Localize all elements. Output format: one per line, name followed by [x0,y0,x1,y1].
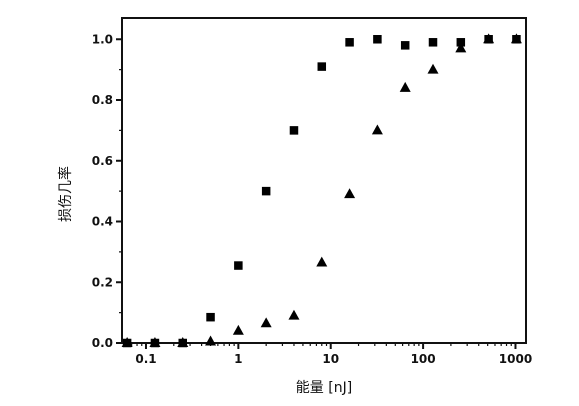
series-square [122,35,521,348]
square-marker [261,186,271,196]
x-axis: 0.1 1 10 100 1000 [124,343,532,366]
square-marker [317,62,327,71]
series-triangle [121,33,522,347]
triangle-marker [483,33,495,44]
y-tick-label: 0.6 [92,154,113,168]
x-tick-label: 1 [234,352,242,366]
triangle-marker [510,33,522,44]
plot-frame [121,17,527,344]
x-tick-label: 1000 [499,352,532,366]
triangle-marker [232,324,244,335]
triangle-marker [121,337,133,347]
triangle-marker [399,81,411,92]
square-marker [345,38,354,47]
triangle-marker [371,124,383,135]
x-tick-label: 100 [411,352,436,366]
triangle-marker [205,335,217,346]
square-marker [428,38,438,47]
y-axis: 0.0 0.2 0.4 0.6 0.8 1.0 [92,32,122,350]
square-marker [206,312,215,322]
triangle-marker [177,337,189,347]
triangle-marker [316,256,328,267]
x-tick-label: 10 [322,352,339,366]
y-tick-label: 0.2 [92,275,113,289]
square-marker [289,126,299,135]
triangle-marker [149,337,161,347]
triangle-marker [260,317,272,328]
triangle-marker [427,63,439,74]
square-marker [456,38,466,47]
square-marker [234,261,243,270]
data-points [121,33,522,348]
triangle-marker [288,309,300,320]
x-tick-label: 0.1 [135,352,156,366]
y-axis-title: 损伤几率 [57,166,74,222]
triangle-marker [344,188,356,199]
square-marker [400,41,410,50]
x-axis-title: 能量 [nJ] [296,380,352,396]
y-tick-label: 1.0 [92,32,113,46]
triangle-marker [455,42,467,53]
square-marker [373,35,382,44]
y-tick-label: 0.8 [92,93,113,107]
y-tick-label: 0.0 [92,336,113,350]
y-tick-label: 0.4 [92,215,113,229]
